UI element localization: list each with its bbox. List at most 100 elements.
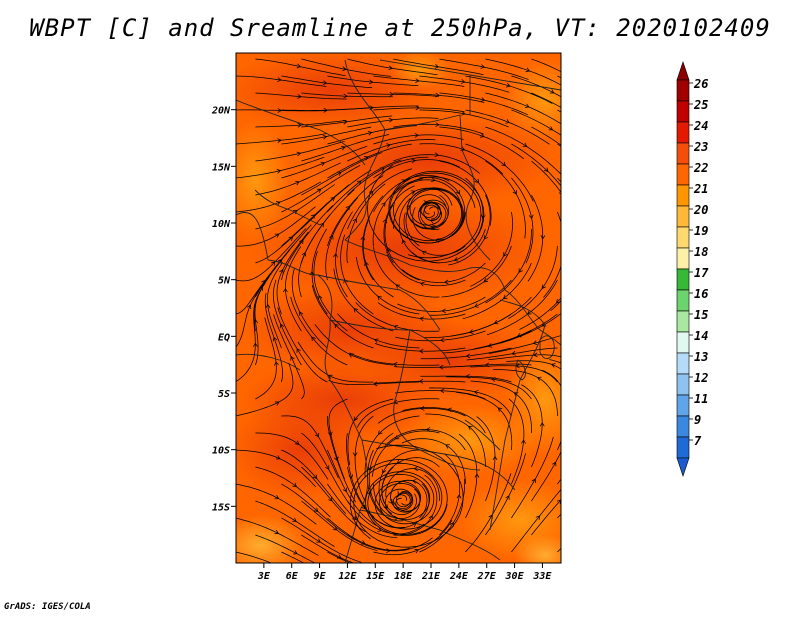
streamline-arrow	[430, 177, 436, 183]
lat-tick-label: 15S	[212, 502, 230, 513]
streamline-arrow	[314, 432, 320, 438]
streamline	[557, 513, 561, 519]
streamline-arrow	[479, 133, 485, 138]
streamline	[531, 58, 561, 73]
streamline-arrow	[282, 287, 288, 293]
longitude-axis: 3E 6E 9E 12E 15E 18E 21E 24E 27E 30E 33E	[257, 563, 552, 582]
streamline-arrow	[361, 504, 366, 510]
colorbar-segment	[676, 415, 690, 438]
colorbar-segment	[676, 436, 690, 459]
streamline	[577, 59, 652, 112]
streamline-arrow	[296, 151, 302, 157]
colorbar-segment	[676, 163, 690, 186]
streamline-arrow	[551, 363, 556, 368]
streamline-arrow	[342, 487, 347, 493]
streamline-arrow	[608, 187, 612, 191]
colorbar-top-triangle	[676, 61, 690, 81]
streamline-arrow	[535, 515, 541, 520]
colorbar-segment	[676, 121, 690, 144]
streamline-arrow	[415, 78, 420, 83]
streamline-arrow	[445, 444, 450, 449]
streamline	[557, 75, 561, 79]
streamline-arrow	[345, 205, 350, 211]
streamline-arrow	[611, 82, 615, 86]
lat-tick-label: 5N	[218, 276, 231, 287]
streamline-arrow	[586, 486, 590, 490]
streamline-arrow	[467, 425, 473, 431]
streamline-arrow	[453, 257, 459, 262]
streamline-arrow	[294, 440, 300, 445]
colorbar-segment	[676, 268, 690, 291]
streamline-arrow	[386, 548, 391, 554]
streamline-arrow	[372, 381, 378, 387]
streamline-arrow	[565, 406, 569, 410]
streamline-arrow	[297, 122, 302, 128]
streamline	[577, 161, 646, 221]
streamline-arrow	[414, 132, 419, 138]
colorbar-segment	[676, 373, 690, 396]
streamline-arrow	[360, 235, 366, 241]
streamline-arrow	[336, 554, 342, 559]
streamline	[557, 143, 561, 147]
lon-tick-label: 27E	[477, 571, 497, 582]
streamline	[557, 177, 561, 183]
grads-credit: GrADS: IGES/COLA	[4, 602, 91, 612]
streamline-arrow	[397, 490, 402, 496]
lat-tick-label: 10N	[212, 219, 231, 230]
streamline-arrow	[461, 111, 466, 116]
streamline-arrow	[589, 169, 593, 173]
streamline-arrow	[413, 466, 418, 472]
streamline-arrow	[525, 67, 531, 73]
streamline-arrow	[425, 427, 431, 432]
streamline-arrow	[292, 482, 297, 488]
lon-tick-label: 21E	[421, 571, 441, 582]
colorbar-label: 12	[694, 371, 708, 385]
vortices	[349, 164, 485, 548]
streamline-arrow	[312, 474, 318, 480]
streamline-arrow	[474, 473, 480, 478]
streamline-arrow	[277, 138, 282, 143]
streamline-arrow	[310, 214, 316, 219]
colorbar-segment	[676, 142, 690, 165]
streamline-arrow	[298, 311, 304, 316]
streamline	[543, 211, 561, 298]
streamline	[577, 93, 654, 142]
streamline-arrow	[492, 455, 498, 461]
streamline	[577, 384, 611, 467]
streamline-arrow	[541, 284, 546, 290]
streamline	[557, 109, 561, 113]
streamline-arrow	[301, 251, 306, 257]
streamline-arrow	[381, 468, 387, 474]
streamline-arrow	[316, 188, 322, 193]
streamline-arrow	[505, 495, 510, 500]
streamline	[531, 160, 561, 193]
streamline-arrow	[378, 430, 383, 435]
lat-tick-label: 20N	[211, 106, 231, 117]
streamline-arrow	[296, 63, 302, 69]
colorbar-label: 14	[694, 329, 708, 343]
map-title: WBPT [C] and Sreamline at 250hPa, VT: 20…	[29, 14, 771, 42]
streamline-arrow	[364, 261, 369, 267]
streamline-arrow	[328, 496, 333, 502]
streamline-arrow	[293, 550, 298, 555]
streamline-arrow	[311, 336, 316, 342]
colorbar-label: 7	[694, 434, 702, 448]
streamline-arrow	[434, 64, 440, 69]
streamline-arrow	[274, 401, 280, 406]
streamline-arrow	[386, 248, 391, 254]
streamline-arrow	[512, 190, 517, 195]
streamline-arrow	[580, 446, 584, 450]
streamline-arrow	[592, 131, 596, 135]
lon-tick-label: 30E	[505, 571, 525, 582]
colorbar-segment	[676, 394, 690, 417]
streamline-arrow	[352, 218, 357, 223]
lon-tick-label: 18E	[394, 571, 413, 582]
streamline-arrow	[555, 299, 561, 304]
streamline-arrow	[361, 540, 366, 545]
lon-tick-label: 15E	[366, 571, 385, 582]
streamline-arrow	[333, 456, 339, 462]
streamline-arrow	[569, 75, 573, 79]
streamline-arrow	[455, 189, 461, 195]
lat-tick-label: 15N	[212, 162, 231, 173]
colorbar-label: 22	[693, 161, 708, 175]
